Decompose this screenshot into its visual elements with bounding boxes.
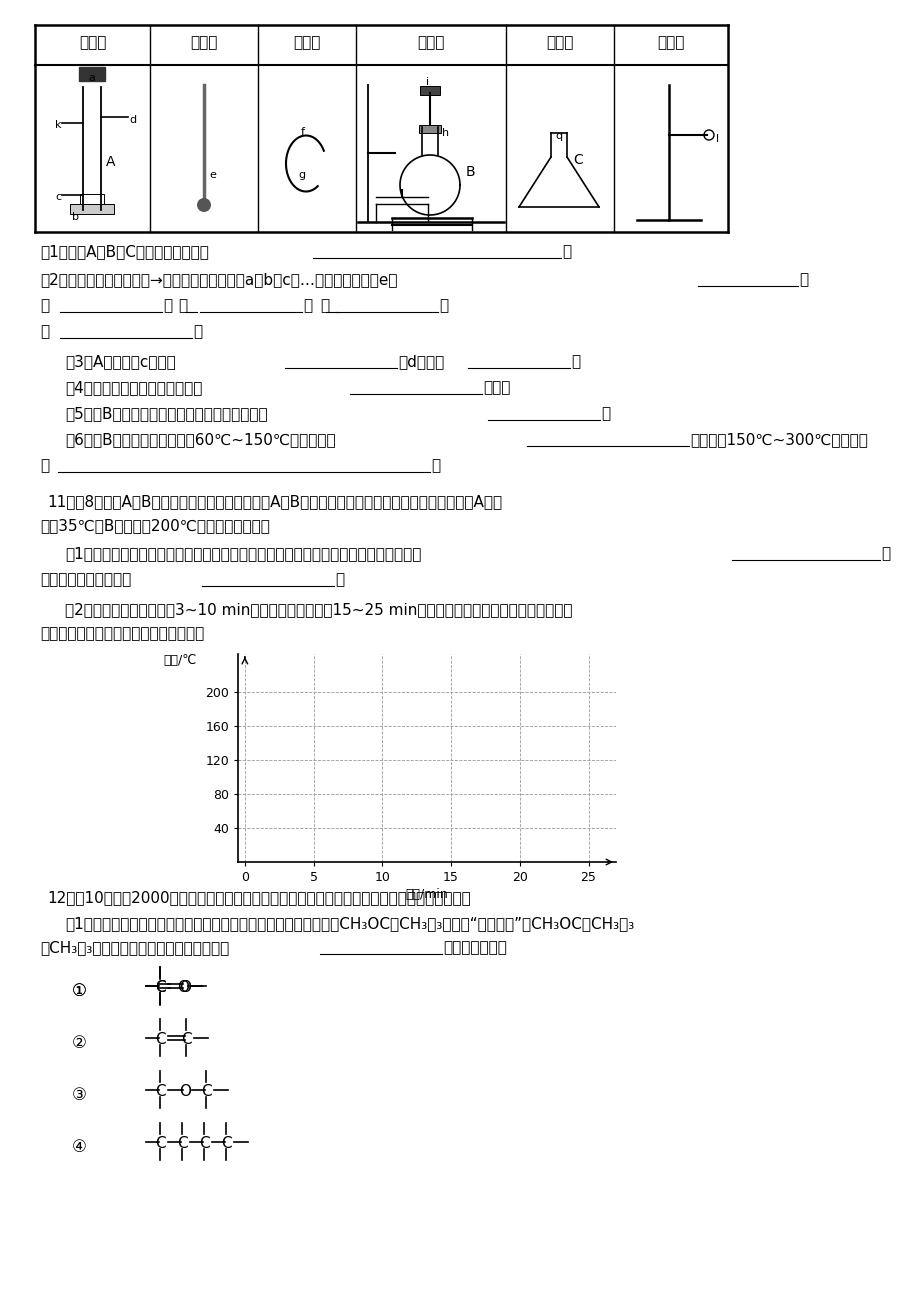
Text: （2）将以上仪器按（一）→（六）顺序，用字母a，b，c，…表示连接顺序：e接: （2）将以上仪器按（一）→（六）顺序，用字母a，b，c，…表示连接顺序：e接 — [40, 272, 397, 286]
Text: O: O — [179, 980, 191, 995]
Text: ；: ； — [438, 298, 448, 312]
Text: A: A — [106, 155, 116, 169]
Text: （3）A仪器中，c口用于: （3）A仪器中，c口用于 — [65, 354, 176, 368]
Text: 。: 。 — [562, 243, 571, 259]
Text: （填写编号）。: （填写编号）。 — [443, 940, 506, 954]
Text: （六）: （六） — [546, 35, 573, 49]
Text: 点为35℃，B的沸点为200℃。回答下列问题：: 点为35℃，B的沸点为200℃。回答下列问题： — [40, 518, 269, 533]
Text: 温度/℃: 温度/℃ — [164, 654, 197, 667]
Text: k: k — [55, 120, 62, 130]
Text: （5）在B中注入原油后，加几片碎瓷片的目的是: （5）在B中注入原油后，加几片碎瓷片的目的是 — [65, 406, 267, 421]
Text: ，: ， — [880, 546, 890, 561]
Text: i: i — [425, 77, 428, 87]
Text: c: c — [55, 191, 61, 202]
Text: 纯该混合物的温度与时间关系的示意图。: 纯该混合物的温度与时间关系的示意图。 — [40, 626, 204, 641]
Circle shape — [197, 198, 210, 212]
Text: （2）如果加热升温后，第3~10 min收集第一个馏分，第15~25 min收集第二个馏分，请画出蒸馏法分离提: （2）如果加热升温后，第3~10 min收集第一个馏分，第15~25 min收集… — [65, 602, 572, 617]
Text: a: a — [88, 73, 95, 83]
Text: C: C — [154, 980, 165, 995]
Text: 11．（8分）有A和B两种有机液体的混合物，如果A与B互溶，且相互不发生化学反应。在常温下，A的沸: 11．（8分）有A和B两种有机液体的混合物，如果A与B互溶，且相互不发生化学反应… — [47, 493, 502, 509]
Text: C: C — [154, 1032, 165, 1047]
Text: ①: ① — [72, 982, 86, 1000]
Text: （五）: （五） — [293, 35, 321, 49]
Bar — [70, 204, 114, 214]
Text: B: B — [466, 165, 475, 178]
Text: 12．（10分）（2000年上海高考题）有效地利用现有能源和开发新能源已受到各国的普遍重视。: 12．（10分）（2000年上海高考题）有效地利用现有能源和开发新能源已受到各国… — [47, 891, 471, 905]
Bar — [418, 125, 440, 133]
Text: ；: ； — [302, 298, 312, 312]
Text: （4）蒸馏时，温度计水银球应在: （4）蒸馏时，温度计水银球应在 — [65, 380, 202, 395]
Text: C: C — [181, 1032, 191, 1047]
Text: ；: ； — [163, 298, 172, 312]
Text: （1）用蒸馏方法分离和提纯该混合物，除酒精灯、牛角管外，必不可少的玻璃仪器还有: （1）用蒸馏方法分离和提纯该混合物，除酒精灯、牛角管外，必不可少的玻璃仪器还有 — [65, 546, 421, 561]
Text: C: C — [154, 980, 165, 995]
Text: 是: 是 — [40, 458, 49, 473]
Text: ③: ③ — [72, 1086, 86, 1104]
Text: 。: 。 — [335, 572, 344, 587]
Text: ①: ① — [72, 982, 86, 1000]
Text: C: C — [176, 1137, 187, 1151]
Text: （一）: （一） — [190, 35, 218, 49]
Text: 为防止暴沸，还需加入: 为防止暴沸，还需加入 — [40, 572, 131, 587]
Text: （二）: （二） — [417, 35, 444, 49]
Text: d: d — [129, 115, 136, 125]
Text: C: C — [199, 1137, 210, 1151]
Text: （四）: （四） — [656, 35, 684, 49]
Text: （6）给B加热，收集到沸点为60℃~150℃间的馏分是: （6）给B加热，收集到沸点为60℃~150℃间的馏分是 — [65, 432, 335, 447]
Text: （CH₃）₃分子中必存在的原子间连接形式有: （CH₃）₃分子中必存在的原子间连接形式有 — [40, 940, 229, 954]
Text: C: C — [221, 1137, 232, 1151]
Circle shape — [703, 130, 713, 141]
Text: l: l — [715, 134, 719, 145]
Text: ，收集到150℃~300℃间的馏分: ，收集到150℃~300℃间的馏分 — [689, 432, 867, 447]
Text: ②: ② — [72, 1034, 86, 1052]
Text: e: e — [209, 171, 216, 180]
Text: b: b — [72, 212, 79, 223]
Bar — [420, 86, 439, 95]
Text: C: C — [154, 1085, 165, 1099]
Text: g: g — [298, 171, 305, 180]
Text: 。: 。 — [430, 458, 439, 473]
Text: 。: 。 — [193, 324, 202, 339]
Text: 位置。: 位置。 — [482, 380, 510, 395]
Text: 。: 。 — [571, 354, 580, 368]
Text: C: C — [154, 1137, 165, 1151]
Text: ，d口用于: ，d口用于 — [398, 354, 444, 368]
Text: ；: ； — [798, 272, 807, 286]
Text: f: f — [301, 128, 305, 137]
Text: 接: 接 — [40, 298, 49, 312]
Bar — [80, 194, 104, 204]
Text: C: C — [200, 1085, 211, 1099]
Bar — [79, 66, 105, 81]
Text: （1）图中A、B、C三种仪器的名称是: （1）图中A、B、C三种仪器的名称是 — [40, 243, 209, 259]
Text: （三）: （三） — [79, 35, 106, 49]
Text: （1）可用改进汽油组成的办法来改善汽油的燃烧性能。例如，加入CH₃OC（CH₃）₃来生产“无铅汽油”。CH₃OC（CH₃）₃: （1）可用改进汽油组成的办法来改善汽油的燃烧性能。例如，加入CH₃OC（CH₃）… — [65, 917, 633, 931]
Text: 。: 。 — [600, 406, 609, 421]
Text: h: h — [441, 128, 448, 138]
X-axis label: 时间/min: 时间/min — [405, 888, 448, 901]
Text: 接: 接 — [177, 298, 187, 312]
Text: ④: ④ — [72, 1138, 86, 1156]
Text: C: C — [573, 154, 582, 167]
Text: O: O — [176, 980, 188, 995]
Text: 接: 接 — [320, 298, 329, 312]
Text: 接: 接 — [40, 324, 49, 339]
Text: O: O — [179, 1085, 191, 1099]
Text: q: q — [554, 132, 562, 141]
